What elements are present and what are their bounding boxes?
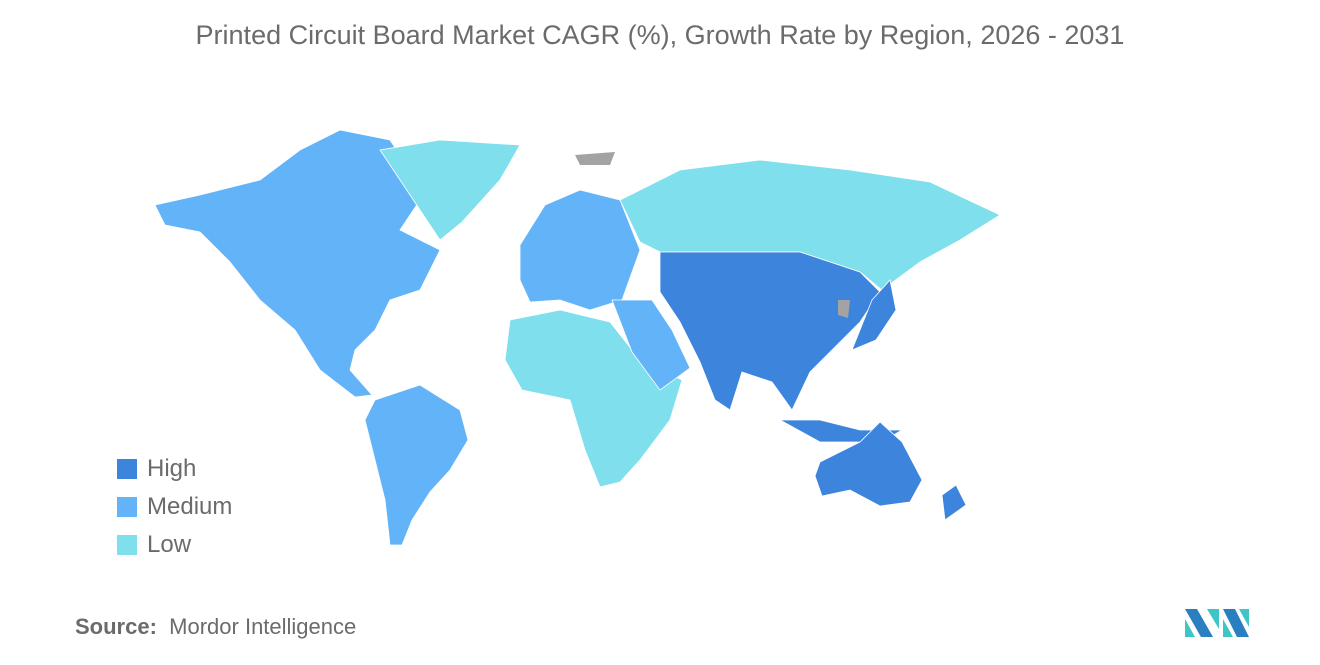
legend-item-low: Low bbox=[117, 526, 232, 564]
legend-swatch-medium bbox=[117, 497, 137, 517]
region-middle-east bbox=[611, 299, 691, 391]
region-japan bbox=[851, 279, 897, 351]
region-north-america bbox=[154, 129, 441, 398]
region-greenland bbox=[379, 139, 521, 241]
source-label: Source: bbox=[75, 614, 157, 639]
legend-label-high: High bbox=[147, 455, 197, 482]
region-south-america bbox=[364, 384, 469, 546]
legend-item-medium: Medium bbox=[117, 488, 232, 526]
mordor-intelligence-logo bbox=[1185, 609, 1249, 637]
region-europe bbox=[519, 189, 641, 311]
source-note: Source: Mordor Intelligence bbox=[75, 614, 356, 640]
legend-label-medium: Medium bbox=[147, 493, 233, 520]
legend-item-high: High bbox=[117, 450, 232, 488]
region-asia bbox=[659, 251, 881, 411]
region-australia bbox=[814, 421, 923, 507]
chart-title: Printed Circuit Board Market CAGR (%), G… bbox=[195, 20, 1125, 50]
region-africa bbox=[504, 309, 683, 488]
region-new-zealand bbox=[941, 484, 967, 521]
legend-label-low: Low bbox=[147, 531, 192, 558]
legend-swatch-low bbox=[117, 535, 137, 555]
source-value: Mordor Intelligence bbox=[169, 614, 357, 639]
legend-swatch-high bbox=[117, 459, 137, 479]
legend: High Medium Low bbox=[117, 450, 232, 564]
